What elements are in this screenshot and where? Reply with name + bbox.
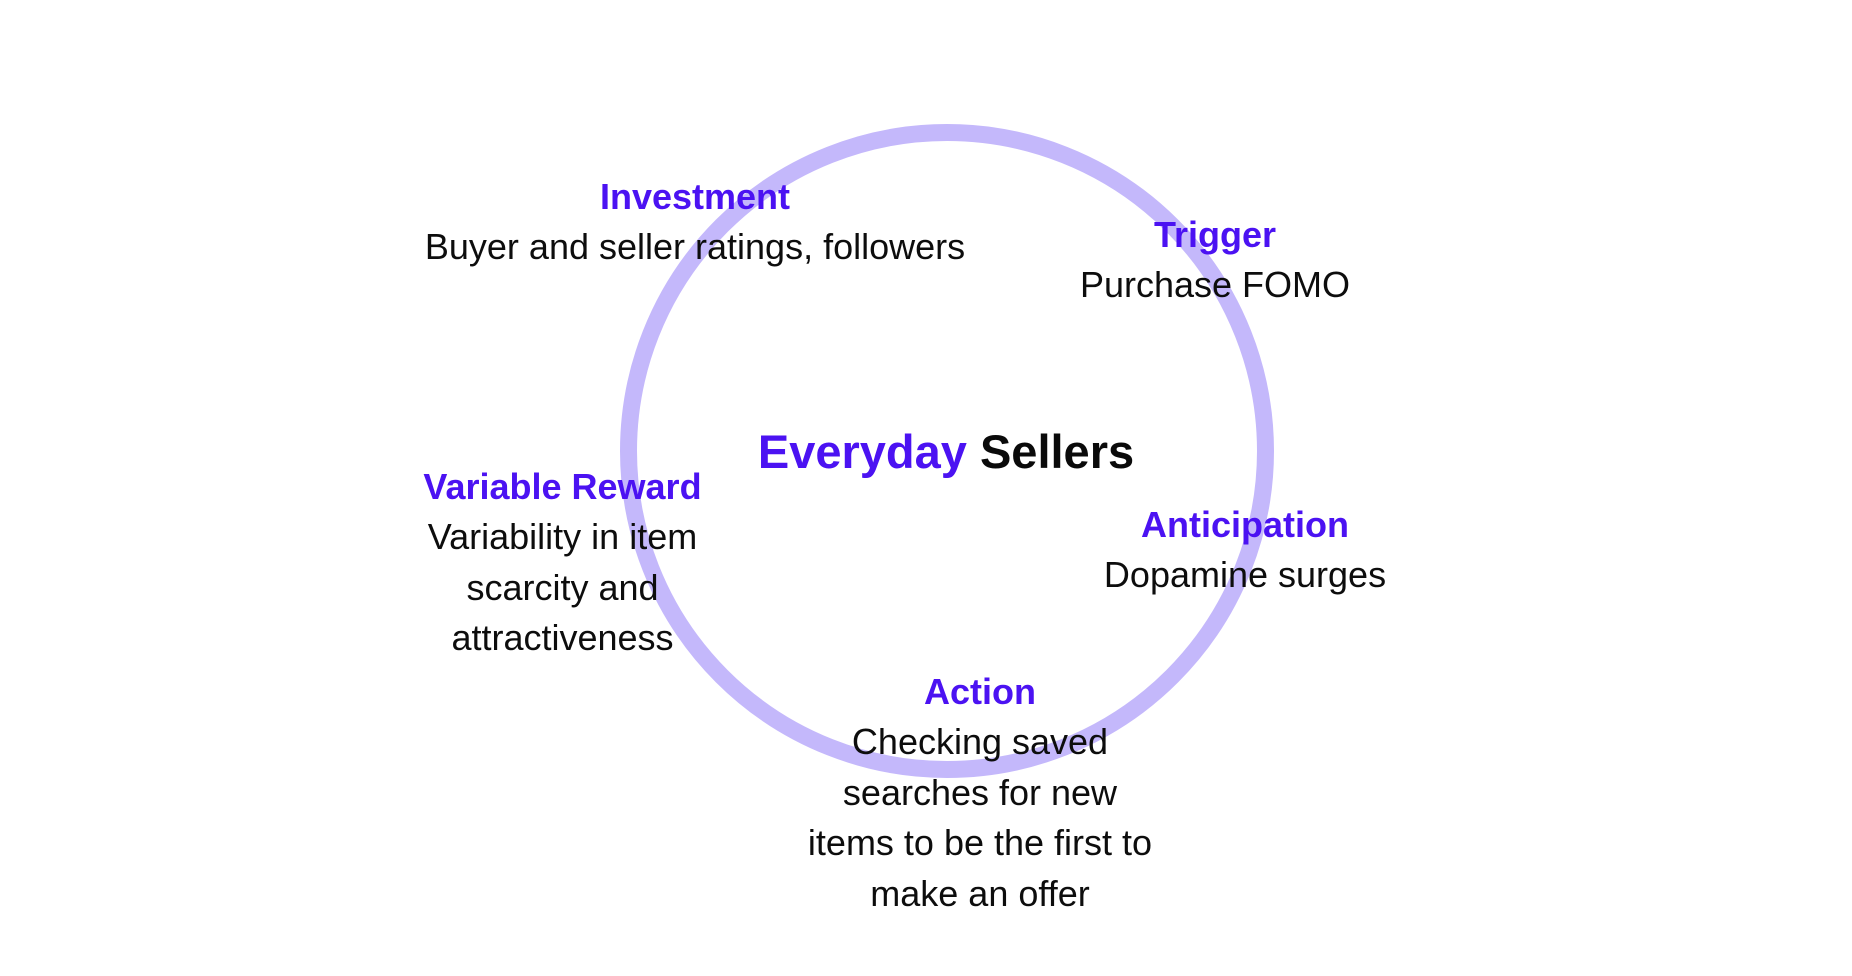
- center-title-word: Sellers: [979, 425, 1135, 478]
- stage-variable-reward: Variable Reward Variability in item scar…: [395, 462, 730, 664]
- stage-variable-reward-description-line: attractiveness: [451, 617, 674, 658]
- center-title-accent-word: Everyday: [757, 425, 967, 478]
- stage-action-description-line: items to be the first to: [807, 822, 1153, 863]
- stage-investment: Investment Buyer and seller ratings, fol…: [380, 172, 1010, 273]
- stage-variable-reward-description-line: Variability in item: [427, 516, 698, 557]
- stage-action-description-line: make an offer: [870, 872, 1090, 914]
- stage-anticipation-description: Dopamine surges: [1103, 554, 1387, 595]
- stage-action-title: Action: [924, 671, 1036, 712]
- stage-action-description-line: Checking saved: [851, 721, 1109, 762]
- stage-action: Action Checking saved searches for new i…: [770, 667, 1190, 919]
- stage-variable-reward-title: Variable Reward: [423, 466, 702, 507]
- stage-anticipation: Anticipation Dopamine surges: [1070, 500, 1420, 601]
- stage-action-description-line: searches for new: [842, 771, 1118, 813]
- stage-variable-reward-description-line: scarcity and: [466, 566, 659, 608]
- stage-anticipation-title: Anticipation: [1141, 504, 1349, 545]
- stage-investment-description: Buyer and seller ratings, followers: [424, 226, 966, 267]
- stage-trigger-description: Purchase FOMO: [1079, 264, 1351, 305]
- diagram-center-title: Everyday Sellers: [650, 422, 1242, 482]
- stage-trigger: Trigger Purchase FOMO: [1030, 210, 1400, 311]
- stage-investment-title: Investment: [599, 176, 791, 217]
- stage-trigger-title: Trigger: [1153, 214, 1277, 255]
